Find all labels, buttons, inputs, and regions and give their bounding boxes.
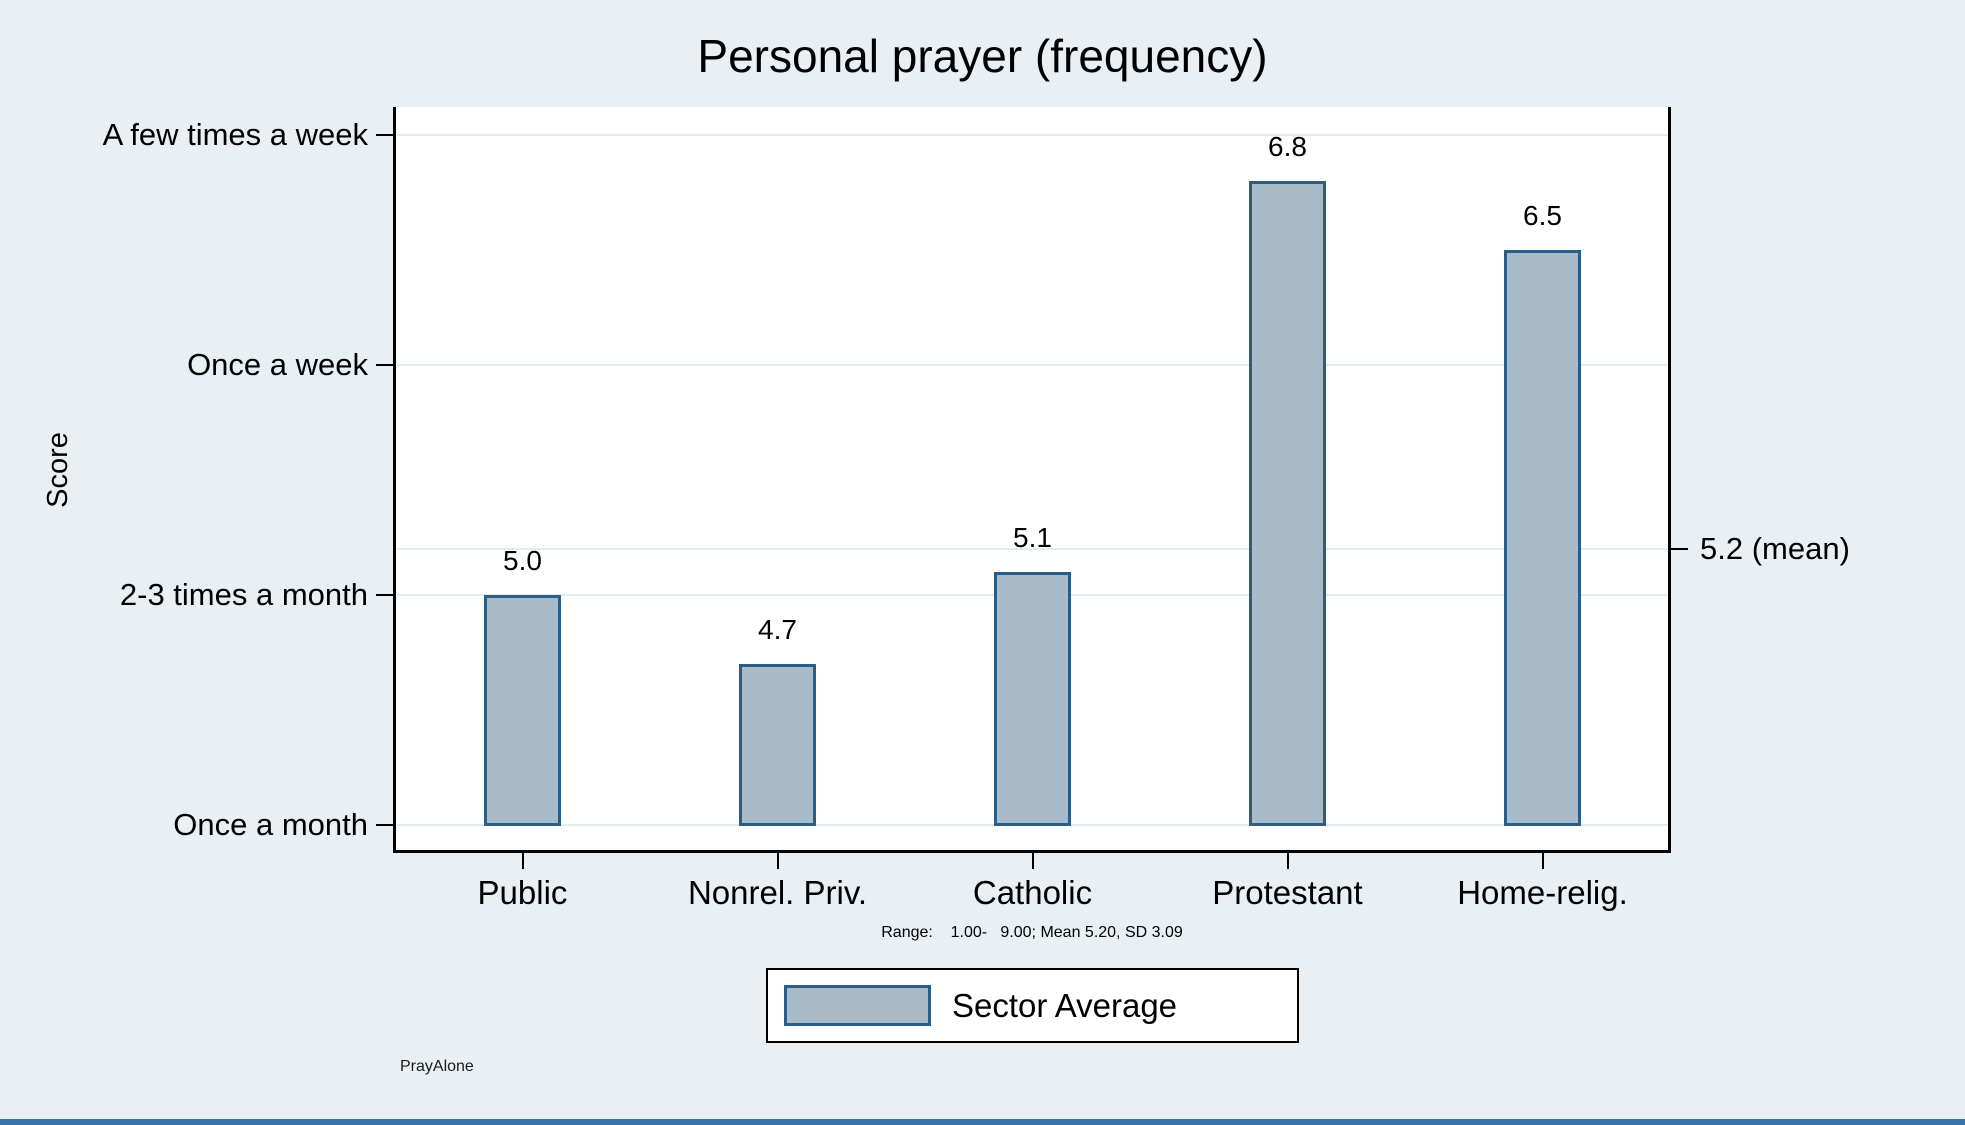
x-tick-mark — [1286, 852, 1289, 869]
bar-value-label: 6.5 — [1523, 200, 1562, 231]
y-axis-line-right — [1668, 107, 1671, 853]
x-axis-label: Protestant — [1212, 874, 1363, 911]
chart-title: Personal prayer (frequency) — [697, 30, 1268, 82]
x-tick-mark — [776, 852, 779, 869]
y-tick-mark — [376, 134, 395, 136]
mean-tick-label: 5.2 (mean) — [1700, 531, 1850, 566]
bar-value-label: 5.0 — [503, 545, 542, 576]
x-tick-mark — [1541, 852, 1544, 869]
legend-swatch — [784, 985, 931, 1026]
bar — [484, 595, 561, 826]
y-gridline — [397, 364, 1668, 366]
x-axis-label: Public — [477, 874, 568, 911]
bar — [739, 664, 816, 826]
y-tick-label: A few times a week — [102, 117, 368, 152]
window-bottom-strip — [0, 1119, 1965, 1125]
bar — [1504, 250, 1581, 826]
bar-value-label: 6.8 — [1268, 131, 1307, 162]
y-tick-label: Once a week — [187, 347, 368, 382]
bar-value-label: 5.1 — [1013, 522, 1052, 553]
y-axis-line-left — [393, 107, 396, 853]
bar-value-label: 4.7 — [758, 614, 797, 645]
chart-note: Range: 1.00- 9.00; Mean 5.20, SD 3.09 — [881, 924, 1183, 941]
x-axis-label: Nonrel. Priv. — [687, 874, 868, 911]
x-axis-line — [393, 850, 1671, 853]
x-axis-label: Home-relig. — [1457, 874, 1628, 911]
y-tick-mark — [376, 824, 395, 826]
variable-caption: PrayAlone — [400, 1058, 474, 1075]
y-tick-label: 2-3 times a month — [119, 577, 368, 612]
y-tick-label: Once a month — [173, 807, 368, 842]
bar — [994, 572, 1071, 826]
y-tick-mark — [376, 594, 395, 596]
bar — [1249, 181, 1326, 826]
y-tick-mark — [376, 364, 395, 366]
x-tick-mark — [1031, 852, 1034, 869]
y-gridline — [397, 134, 1668, 136]
legend: Sector Average — [766, 968, 1299, 1043]
legend-label: Sector Average — [952, 987, 1178, 1024]
mean-gridline — [397, 548, 1668, 550]
y-axis-title: Score — [42, 432, 74, 508]
x-axis-label: Catholic — [972, 874, 1093, 911]
x-tick-mark — [521, 852, 524, 869]
mean-tick-mark — [1670, 548, 1688, 550]
